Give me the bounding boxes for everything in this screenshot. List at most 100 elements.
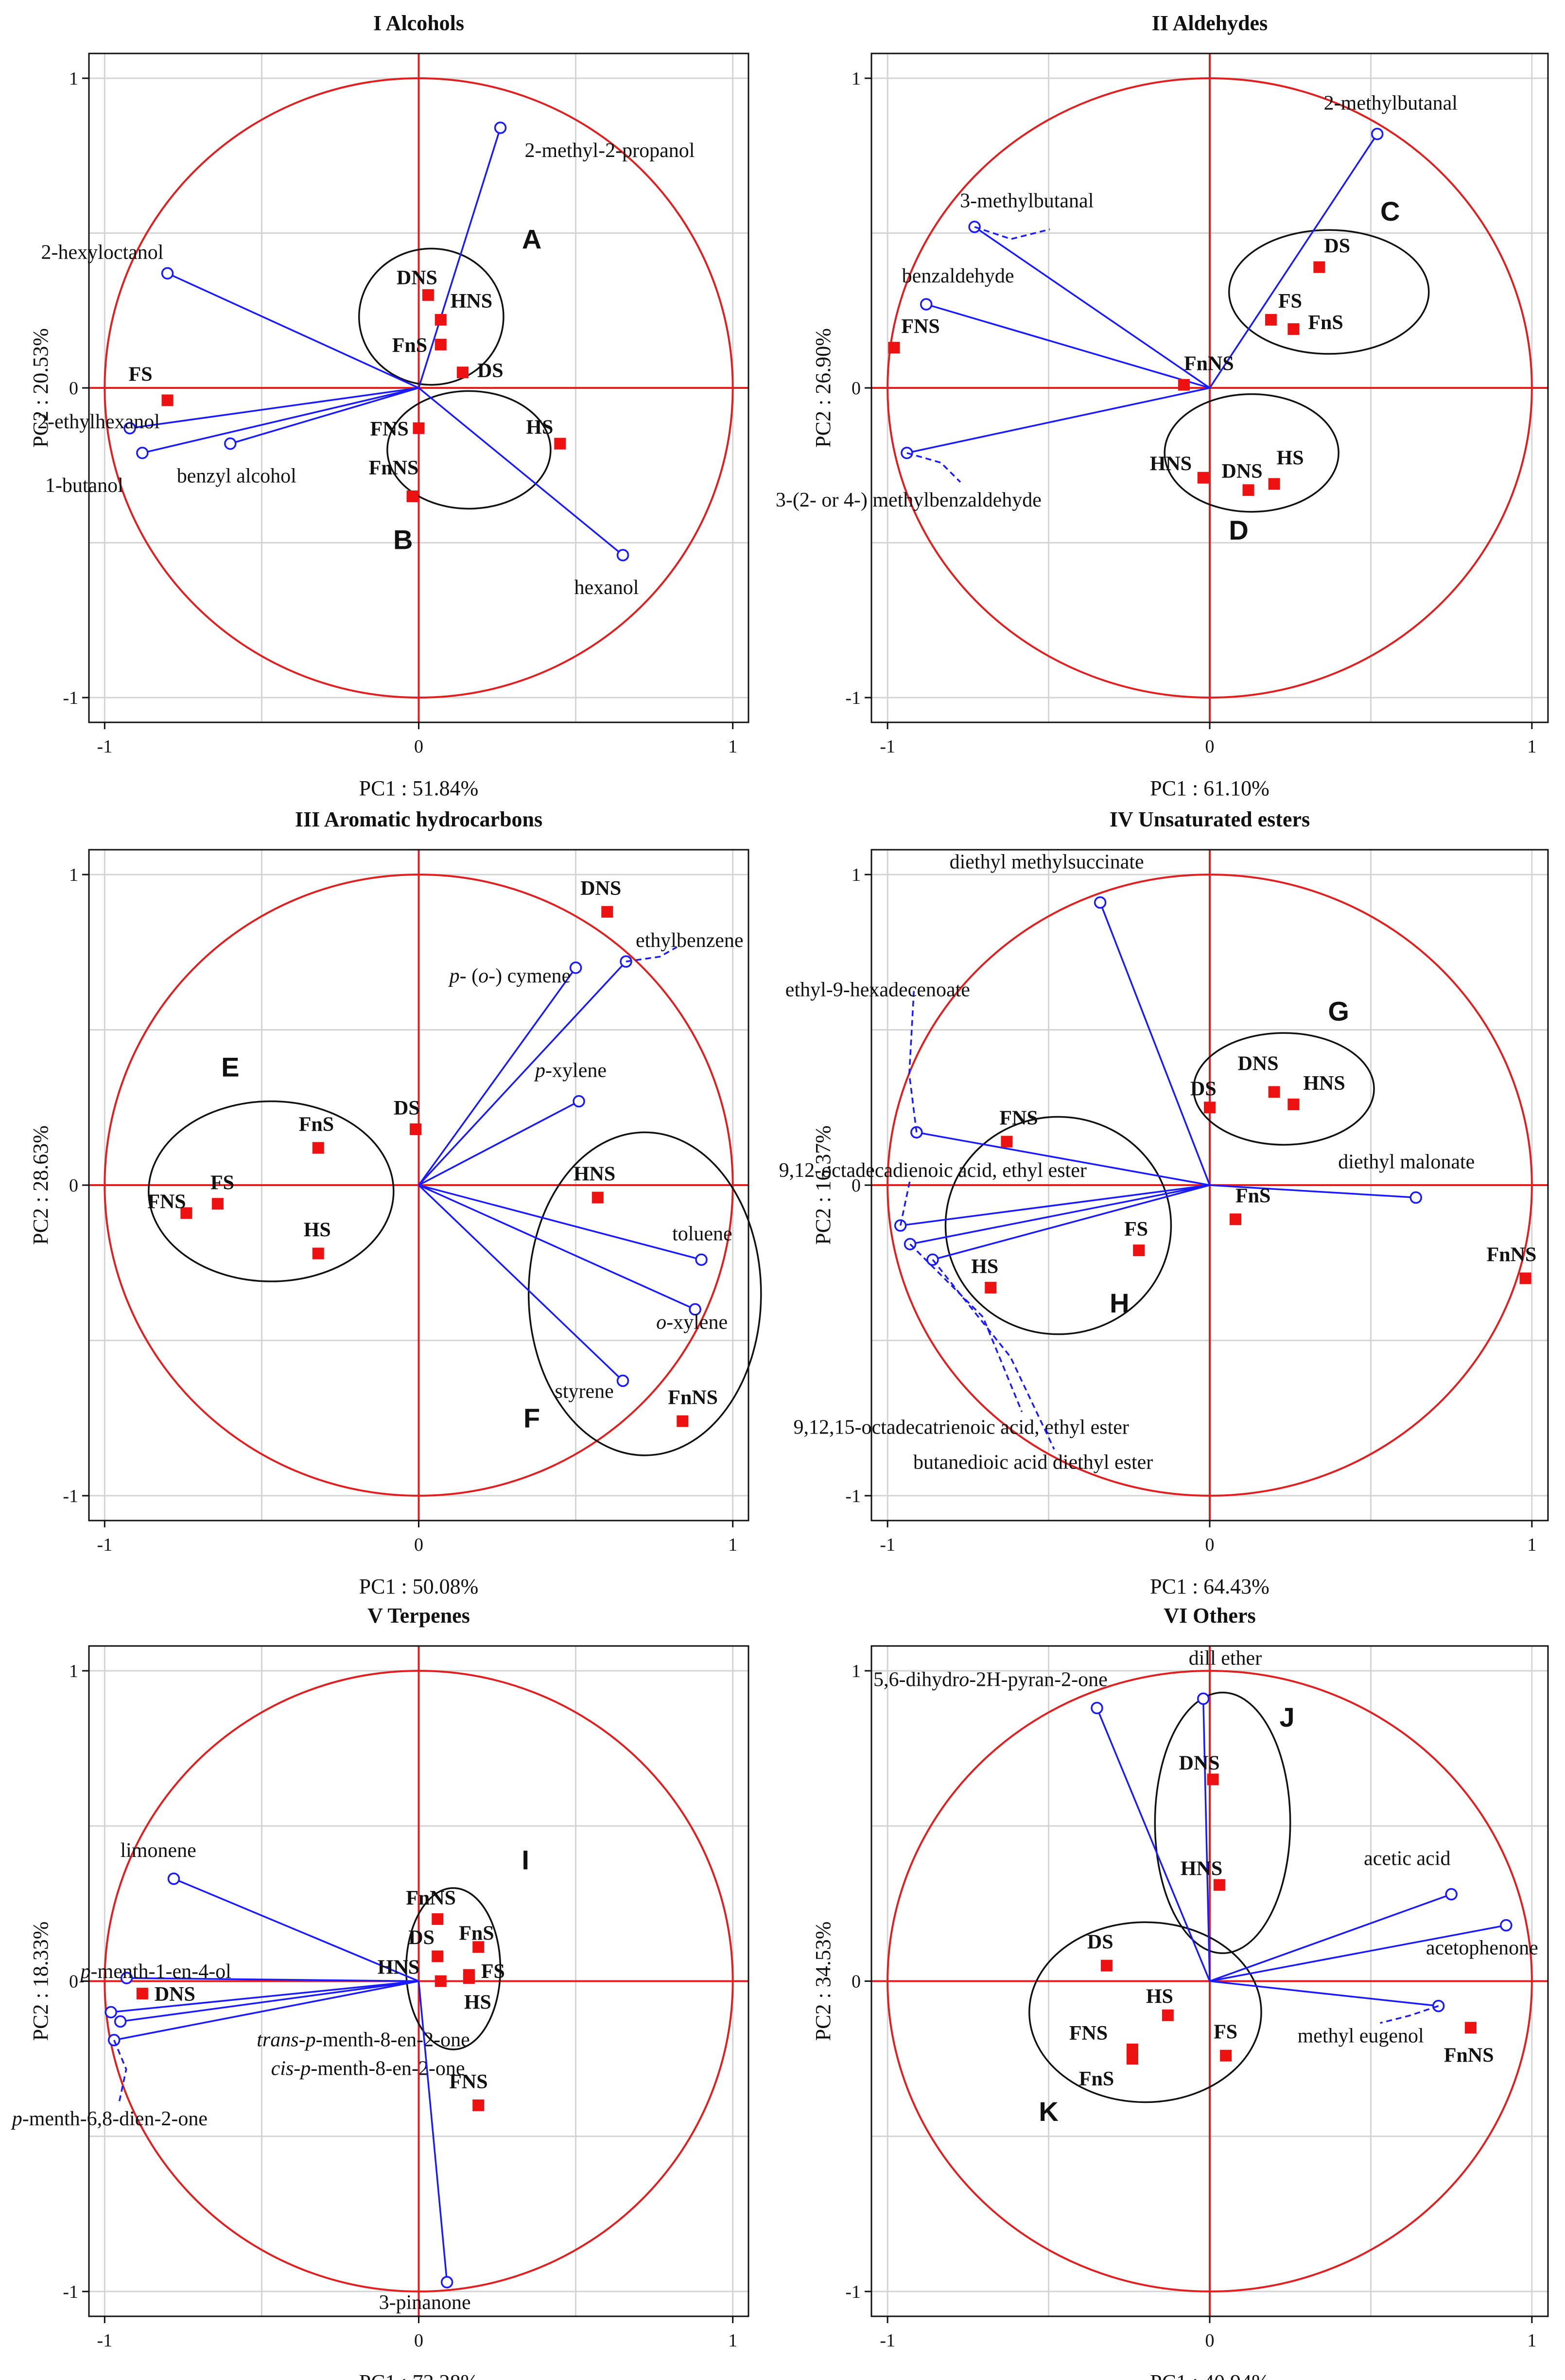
loading-marker-dill-ether — [1197, 1692, 1210, 1705]
loading-label-butanedioic-acid-diethyl-ester: butanedioic acid diethyl ester — [913, 1451, 1153, 1473]
score-label-fnns: FnNS — [1444, 2044, 1494, 2066]
loading-vector-styrene — [418, 1184, 624, 1382]
score-point-hns — [435, 1975, 447, 1987]
y-tick-label: 0 — [852, 1972, 861, 1992]
y-tick-label: 0 — [69, 1972, 78, 1992]
x-tick-label: -1 — [97, 1535, 112, 1555]
score-label-fs: FS — [1124, 1218, 1148, 1241]
loading-vector-acetic-acid — [1209, 1893, 1452, 1982]
x-axis-title: PC1 : 40.94% — [1150, 2370, 1269, 2380]
x-axis-title: PC1 : 73.28% — [359, 2370, 479, 2380]
score-label-hs: HS — [1277, 447, 1304, 469]
label-leader — [932, 1259, 1055, 1450]
score-point-dns — [1207, 1773, 1219, 1785]
group-label-i: I — [522, 1845, 529, 1875]
loading-marker-cis-p-menth-8-en-2-one — [114, 2015, 127, 2028]
label-leader — [113, 2040, 127, 2104]
y-axis-title: PC2 : 18.33% — [29, 1922, 52, 2041]
panel-5: V Terpenes -1 0 1 -1 0 1 PC1 : 73.28% PC2 : 18.3… — [11, 1604, 749, 2380]
loading-vector-2-methyl-2-propanol — [417, 127, 502, 388]
score-label-fs: FS — [210, 1172, 234, 1194]
y-tick-label: 0 — [852, 378, 861, 399]
x-tick-label: -1 — [880, 2330, 895, 2351]
score-label-dns: DNS — [1222, 460, 1263, 483]
y-tick-label: -1 — [845, 688, 861, 708]
loading-label-2-methyl-2-propanol: 2-methyl-2-propanol — [525, 140, 695, 162]
group-label-f: F — [523, 1402, 540, 1433]
score-label-hs: HS — [526, 417, 553, 439]
loading-marker-2-methylbutanal — [1371, 127, 1384, 140]
panel-title: II Aldehydes — [1152, 11, 1268, 35]
loading-label-o-xylene: o-xylene — [656, 1312, 728, 1334]
loading-vector-trans-p-menth-8-en-2-one — [111, 1980, 419, 2013]
group-ellipse-f — [527, 1131, 762, 1456]
loading-label-2-hexyloctanol: 2-hexyloctanol — [41, 241, 164, 263]
loading-vector-2-methylbutanal — [1209, 133, 1378, 388]
y-tick-label: -1 — [63, 2282, 78, 2302]
score-point-fns — [180, 1207, 192, 1219]
x-tick-label: -1 — [880, 1535, 895, 1555]
group-ellipse-k — [1028, 1921, 1262, 2103]
group-ellipse-i — [405, 1887, 502, 2050]
loading-label-benzyl-alcohol: benzyl alcohol — [177, 465, 296, 488]
loading-marker-acetophenone — [1500, 1919, 1513, 1932]
x-tick-label: -1 — [97, 2330, 112, 2351]
score-label-fnns: FnNS — [1184, 353, 1234, 375]
score-label-fs: FS — [1278, 290, 1302, 313]
loading-vector-toluene — [418, 1184, 702, 1261]
x-tick-label: 1 — [728, 2330, 737, 2351]
group-ellipse-a — [358, 247, 504, 386]
y-tick-label: 1 — [852, 69, 861, 89]
score-point-fnns — [432, 1913, 444, 1925]
loading-marker-5-6-dihydro-2h-pyran-2-one — [1091, 1701, 1103, 1715]
group-ellipse-e — [148, 1100, 395, 1282]
loading-label-2-ethylhexanol: 2-ethylhexanol — [37, 411, 160, 433]
score-label-fns: FnS — [1308, 312, 1343, 334]
score-label-ds: DS — [408, 1926, 435, 1949]
score-label-fns: FnS — [459, 1922, 494, 1944]
score-point-fs — [161, 394, 174, 406]
score-label-fs: FS — [481, 1960, 505, 1983]
group-ellipse-d — [1164, 393, 1339, 513]
loading-marker-p-o-cymene — [569, 962, 582, 974]
score-point-hs — [985, 1281, 997, 1294]
score-point-fns — [472, 2099, 485, 2111]
loading-vector-2-ethylhexanol — [129, 387, 419, 429]
loading-marker-2-ethylhexanol — [123, 422, 136, 435]
score-label-hns: HNS — [1181, 1858, 1222, 1880]
loading-vector-methyl-eugenol — [1209, 1980, 1439, 2007]
group-label-c: C — [1380, 196, 1400, 227]
score-point-hns — [1197, 472, 1209, 484]
group-ellipse-h — [944, 1116, 1172, 1335]
panel-title: VI Others — [1164, 1604, 1255, 1628]
x-tick-label: 0 — [1205, 2330, 1215, 2351]
score-label-fnns: FnNS — [668, 1387, 718, 1409]
loading-label-benzaldehyde: benzaldehyde — [902, 265, 1014, 287]
loading-label-p-o-cymene: p- (o-) cymene — [448, 965, 571, 987]
loading-vector-2-hexyloctanol — [167, 272, 419, 389]
score-point-dns — [422, 289, 434, 301]
score-label-dns: DNS — [155, 1983, 195, 2006]
loading-marker-styrene — [616, 1374, 629, 1387]
score-point-hs — [554, 438, 566, 450]
score-point-dns — [1268, 1086, 1280, 1098]
score-point-hs — [1162, 2009, 1174, 2021]
score-point-fs — [1265, 314, 1277, 326]
y-tick-label: 1 — [852, 1661, 861, 1681]
score-label-fns: FnS — [1079, 2068, 1114, 2090]
score-label-ds: DS — [1087, 1931, 1113, 1954]
loading-marker-diethyl-malonate — [1409, 1191, 1422, 1204]
score-point-fs — [211, 1198, 224, 1210]
score-label-fnns: FnNS — [1487, 1244, 1537, 1266]
loading-marker-benzaldehyde — [920, 298, 933, 311]
score-point-ds — [456, 367, 469, 379]
score-label-dns: DNS — [580, 877, 621, 900]
group-label-k: K — [1039, 2096, 1058, 2127]
loading-label-3-pinanone: 3-pinanone — [379, 2292, 471, 2314]
score-point-fns — [1230, 1213, 1242, 1225]
loading-vector-o-xylene — [418, 1184, 696, 1311]
group-label-h: H — [1110, 1288, 1129, 1318]
score-label-hs: HS — [304, 1219, 331, 1242]
loading-vector-benzyl-alcohol — [230, 387, 419, 445]
